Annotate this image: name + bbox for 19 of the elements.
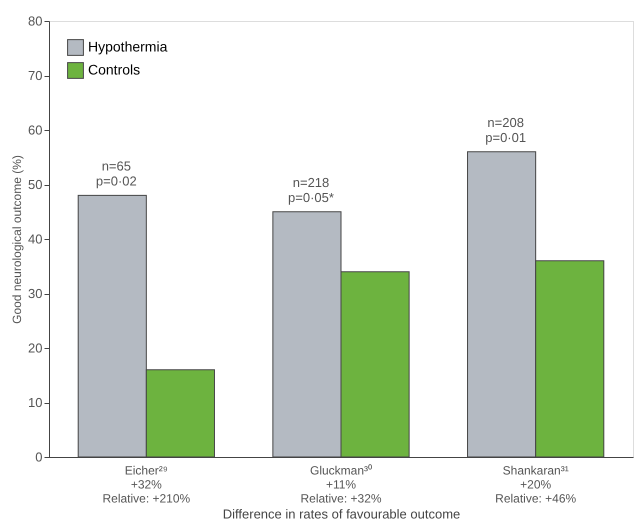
- legend-label: Hypothermia: [88, 38, 168, 54]
- y-tick-label: 50: [28, 177, 42, 192]
- annotation: n=218 p=0·05*: [288, 174, 334, 205]
- annotation: n=65 p=0·02: [96, 158, 137, 188]
- y-axis-title: Good neurological outcome (%): [10, 155, 24, 324]
- annotation: n=208 p=0·01: [485, 114, 526, 145]
- y-tick-label: 10: [28, 395, 42, 410]
- y-tick-label: 20: [28, 340, 42, 356]
- y-tick-label: 70: [28, 68, 42, 83]
- x-tick-label: Eicher²⁹ +32% Relative: +210%: [102, 464, 191, 506]
- y-tick-label: 60: [28, 122, 42, 138]
- y-tick-label: 80: [28, 14, 42, 28]
- legend-label: Controls: [88, 62, 140, 78]
- x-tick-label: Shankaran³¹ +20% Relative: +46%: [495, 464, 577, 506]
- y-tick-label: 30: [28, 286, 42, 301]
- y-tick-label: 0: [35, 450, 42, 464]
- x-axis-title: Difference in rates of favourable outcome: [222, 506, 460, 522]
- x-tick-label: Gluckman³⁰ +11% Relative: +32%: [300, 464, 382, 506]
- y-tick-label: 40: [28, 232, 42, 246]
